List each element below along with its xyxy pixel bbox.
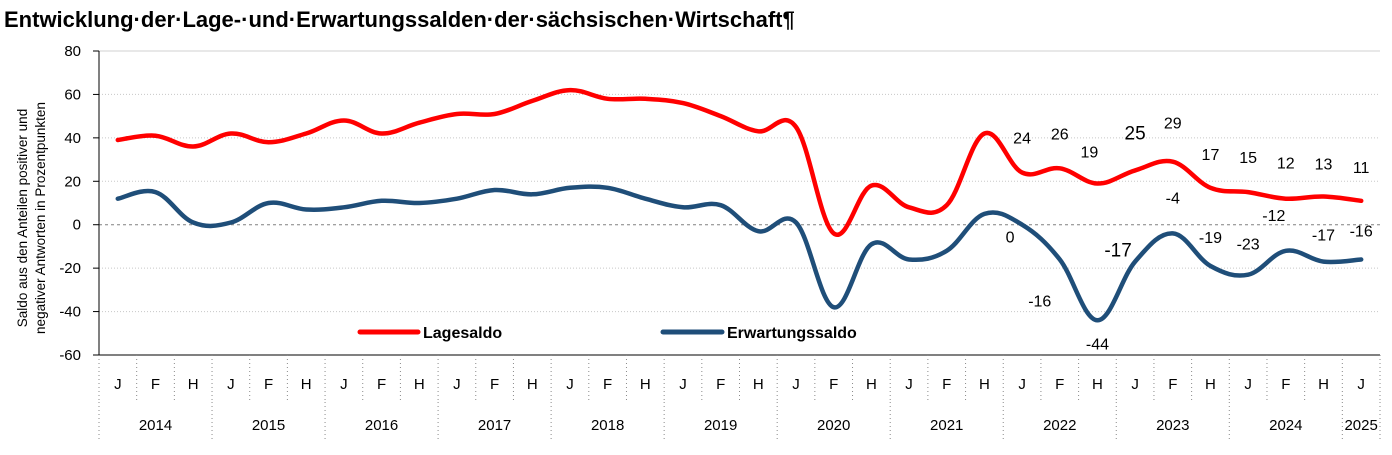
x-tick-label: H	[188, 376, 199, 393]
data-label: 12	[1277, 156, 1295, 173]
data-label: 29	[1164, 116, 1182, 133]
grid-lines	[99, 50, 1380, 313]
data-label: 25	[1125, 123, 1146, 144]
x-tick-label: F	[1055, 376, 1064, 393]
legend: Lagesaldo Erwartungssaldo	[357, 325, 857, 342]
data-label: 24	[1013, 131, 1031, 148]
x-tick-label: H	[979, 376, 990, 393]
data-label: 15	[1239, 150, 1257, 167]
x-tick-label: J	[114, 376, 122, 393]
year-label: 2015	[252, 417, 285, 434]
y-tick-label: 80	[64, 43, 81, 60]
data-label: -12	[1262, 208, 1285, 225]
x-tick-label: H	[1092, 376, 1103, 393]
x-tick-label: H	[1318, 376, 1329, 393]
legend-label: Erwartungssaldo	[727, 325, 857, 342]
year-label: 2024	[1269, 417, 1302, 434]
x-tick-label: J	[1131, 376, 1139, 393]
x-tick-label: J	[453, 376, 461, 393]
series-line-erwartungssaldo	[115, 184, 1364, 323]
x-tick-label: F	[264, 376, 273, 393]
x-tick-label: J	[792, 376, 800, 393]
x-tick-label: F	[490, 376, 499, 393]
x-tick-label: H	[1205, 376, 1216, 393]
y-tick-label: -20	[59, 260, 81, 277]
series-lines	[115, 87, 1364, 323]
y-axis-label-line2: negativer Antworten in Prozentpunkten	[33, 102, 48, 334]
x-tick-label: F	[377, 376, 386, 393]
year-label: 2023	[1156, 417, 1189, 434]
x-tick-label: F	[603, 376, 612, 393]
x-tick-label: J	[566, 376, 574, 393]
y-tick-label: 60	[64, 86, 81, 103]
x-tick-label: F	[829, 376, 838, 393]
year-label: 2020	[817, 417, 850, 434]
year-label: 2014	[139, 417, 172, 434]
year-label: 2021	[930, 417, 963, 434]
y-tick-label: 40	[64, 130, 81, 147]
x-tick-label: H	[866, 376, 877, 393]
legend-label: Lagesaldo	[423, 325, 502, 342]
data-label: -16	[1350, 223, 1373, 240]
data-label: -19	[1199, 230, 1222, 247]
data-label: -4	[1166, 190, 1180, 207]
data-label: -23	[1237, 237, 1260, 254]
data-label: -44	[1086, 336, 1109, 353]
y-axis-label: Saldo aus den Anteilen positiver und neg…	[15, 102, 48, 334]
year-label: 2022	[1043, 417, 1076, 434]
x-tick-label: J	[679, 376, 687, 393]
x-tick-label: H	[301, 376, 312, 393]
x-tick-label: F	[1281, 376, 1290, 393]
x-tick-label: J	[1244, 376, 1252, 393]
x-tick-label: J	[905, 376, 913, 393]
chart-title: Entwicklung·der·Lage-·und·Erwartungssald…	[4, 7, 795, 32]
data-label: 26	[1051, 126, 1069, 143]
year-label: 2025	[1344, 417, 1377, 434]
x-tick-label: F	[151, 376, 160, 393]
x-tick-label: J	[340, 376, 348, 393]
data-label: 0	[1006, 230, 1015, 247]
x-tick-label: H	[414, 376, 425, 393]
x-tick-label: F	[942, 376, 951, 393]
year-label: 2019	[704, 417, 737, 434]
year-label: 2018	[591, 417, 624, 434]
data-label: -16	[1028, 293, 1051, 310]
y-tick-label: -60	[59, 347, 81, 364]
x-tick-label: F	[716, 376, 725, 393]
x-tick-label: J	[227, 376, 235, 393]
x-tick-label: H	[527, 376, 538, 393]
data-label: 17	[1202, 147, 1220, 164]
y-tick-label: 20	[64, 173, 81, 190]
series-line-lagesaldo	[115, 87, 1364, 238]
x-tick-label: H	[753, 376, 764, 393]
data-label: 19	[1081, 144, 1099, 161]
data-label: -17	[1312, 228, 1335, 245]
x-tick-label: J	[1357, 376, 1365, 393]
y-tick-label: 0	[73, 217, 81, 234]
y-tick-label: -40	[59, 304, 81, 321]
x-tick-label: H	[640, 376, 651, 393]
data-label: 11	[1353, 160, 1370, 177]
y-axis-label-line1: Saldo aus den Anteilen positiver und	[15, 109, 30, 327]
year-label: 2017	[478, 417, 511, 434]
x-tick-label: J	[1018, 376, 1026, 393]
x-tick-label: F	[1168, 376, 1177, 393]
data-label: 13	[1315, 156, 1333, 173]
data-label: -17	[1104, 241, 1131, 262]
year-label: 2016	[365, 417, 398, 434]
